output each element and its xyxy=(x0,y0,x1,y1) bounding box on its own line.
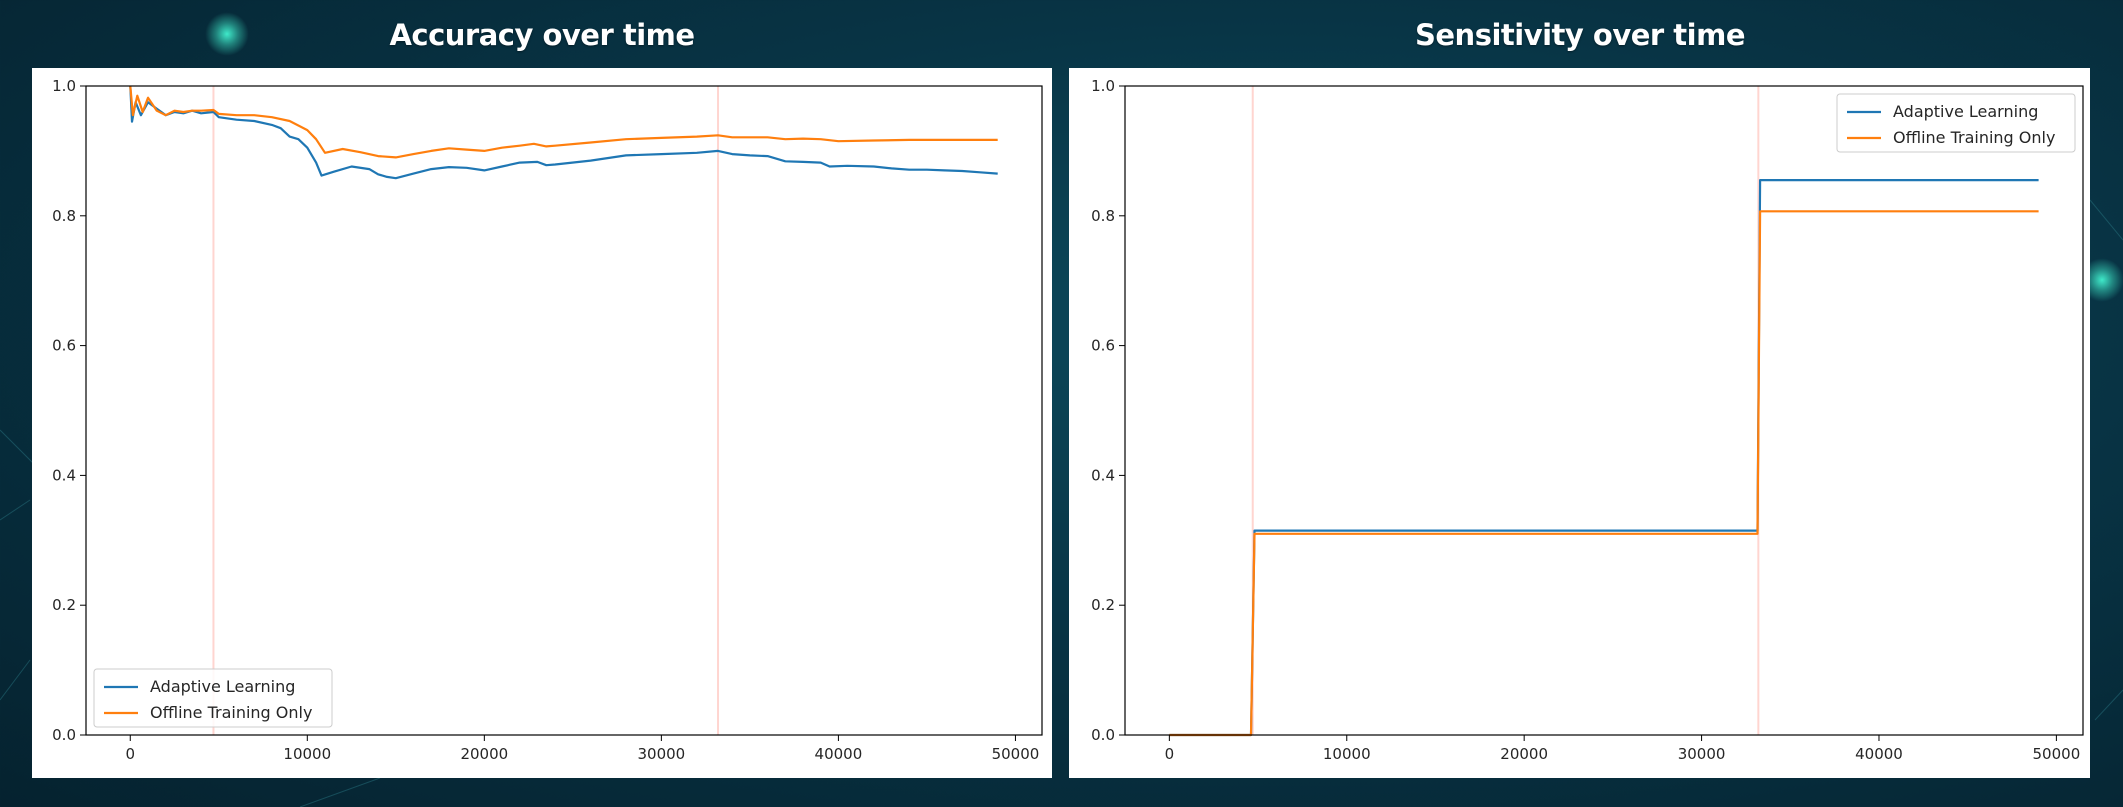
plot-frame xyxy=(1124,85,2084,736)
legend-label: Adaptive Learning xyxy=(1893,102,2038,121)
x-tick-label: 10000 xyxy=(1323,745,1371,763)
y-tick-label: 0.0 xyxy=(52,726,76,744)
chart-title-sensitivity: Sensitivity over time xyxy=(1415,18,1746,52)
y-tick-label: 0.6 xyxy=(52,337,76,355)
decorative-glow-dot xyxy=(205,12,249,56)
y-tick-label: 0.8 xyxy=(52,207,76,225)
legend-label: Offline Training Only xyxy=(150,703,312,722)
y-tick-label: 1.0 xyxy=(1091,77,1115,95)
chart-legend: Adaptive Learning Offline Training Only xyxy=(93,668,333,728)
y-tick-label: 0.4 xyxy=(1091,466,1115,484)
sensitivity-chart-svg: 0.0 0.2 0.4 0.6 0.8 1.0 0 10000 20000 30000 40000 5… xyxy=(1091,77,2084,763)
y-tick-label: 0.2 xyxy=(52,596,76,614)
legend-label: Adaptive Learning xyxy=(150,677,295,696)
y-tick-label: 1.0 xyxy=(52,77,76,95)
x-tick-label: 10000 xyxy=(283,745,331,763)
plot-frame xyxy=(85,85,1043,736)
legend-box xyxy=(93,668,333,728)
chart-panel-accuracy: 0.0 0.2 0.4 0.6 0.8 1.0 0 10000 20000 30000 40000 5… xyxy=(32,68,1052,778)
y-tick-label: 0.4 xyxy=(52,466,76,484)
x-tick-label: 0 xyxy=(125,745,135,763)
series-line-adaptive-learning xyxy=(129,85,998,180)
series-line-offline-training-only xyxy=(1169,210,2039,737)
y-tick-label: 0.0 xyxy=(1091,726,1115,744)
legend-box xyxy=(1836,93,2076,153)
y-tick-label: 0.8 xyxy=(1091,207,1115,225)
x-tick-label: 40000 xyxy=(1855,745,1903,763)
x-tick-label: 30000 xyxy=(638,745,686,763)
y-tick-label: 0.6 xyxy=(1091,337,1115,355)
series-line-offline-training-only xyxy=(129,85,998,159)
x-tick-label: 20000 xyxy=(1500,745,1548,763)
accuracy-chart-svg: 0.0 0.2 0.4 0.6 0.8 1.0 0 10000 20000 30000 40000 5… xyxy=(52,77,1043,763)
x-tick-label: 50000 xyxy=(992,745,1040,763)
x-tick-label: 20000 xyxy=(460,745,508,763)
chart-title-accuracy: Accuracy over time xyxy=(389,18,695,52)
y-tick-label: 0.2 xyxy=(1091,596,1115,614)
legend-label: Offline Training Only xyxy=(1893,128,2055,147)
x-tick-label: 30000 xyxy=(1678,745,1726,763)
chart-panel-sensitivity: 0.0 0.2 0.4 0.6 0.8 1.0 0 10000 20000 30000 40000 5… xyxy=(1069,68,2090,778)
x-tick-label: 0 xyxy=(1165,745,1175,763)
chart-legend: Adaptive Learning Offline Training Only xyxy=(1836,93,2076,153)
series-line-adaptive-learning xyxy=(1169,179,2039,737)
x-tick-label: 50000 xyxy=(2033,745,2081,763)
x-tick-label: 40000 xyxy=(815,745,863,763)
